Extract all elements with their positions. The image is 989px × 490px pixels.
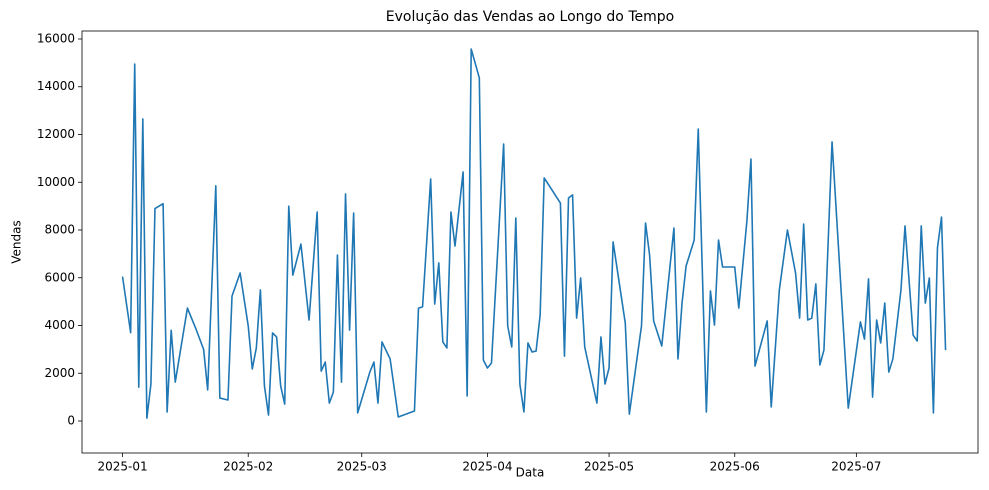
x-tick-label: 2025-07	[831, 460, 881, 474]
y-tick-label: 4000	[44, 318, 75, 332]
x-tick-label: 2025-01	[97, 460, 147, 474]
y-tick-label: 6000	[44, 270, 75, 284]
x-tick-label: 2025-06	[710, 460, 760, 474]
y-tick-label: 16000	[37, 31, 75, 45]
y-tick-label: 2000	[44, 366, 75, 380]
y-tick-label: 8000	[44, 223, 75, 237]
series-line	[121, 48, 947, 419]
x-axis-label: Data	[516, 466, 545, 480]
y-tick-label: 12000	[37, 127, 75, 141]
x-tick-label: 2025-02	[223, 460, 273, 474]
y-tick-label: 10000	[37, 175, 75, 189]
plot-frame	[81, 30, 979, 454]
chart-title: Evolução das Vendas ao Longo do Tempo	[386, 9, 674, 25]
x-tick-label: 2025-04	[462, 460, 512, 474]
x-tick-label: 2025-05	[584, 460, 634, 474]
y-axis-label: Vendas	[10, 220, 24, 264]
y-tick-label: 14000	[37, 79, 75, 93]
x-tick-label: 2025-03	[337, 460, 387, 474]
y-tick-label: 0	[67, 414, 75, 428]
